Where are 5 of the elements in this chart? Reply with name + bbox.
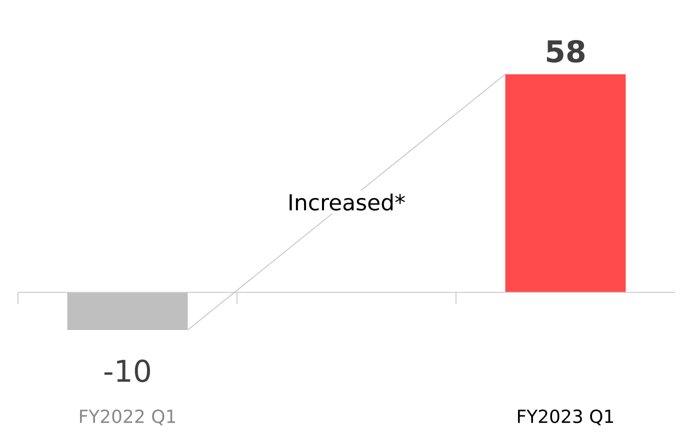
data-label: -10 [104,359,150,382]
annotation: Increased* [290,194,405,211]
x-tick-label: FY2023 Q1 [518,409,614,426]
data-label: 58 [546,40,585,63]
x-tick-label: FY2022 Q1 [80,409,176,426]
